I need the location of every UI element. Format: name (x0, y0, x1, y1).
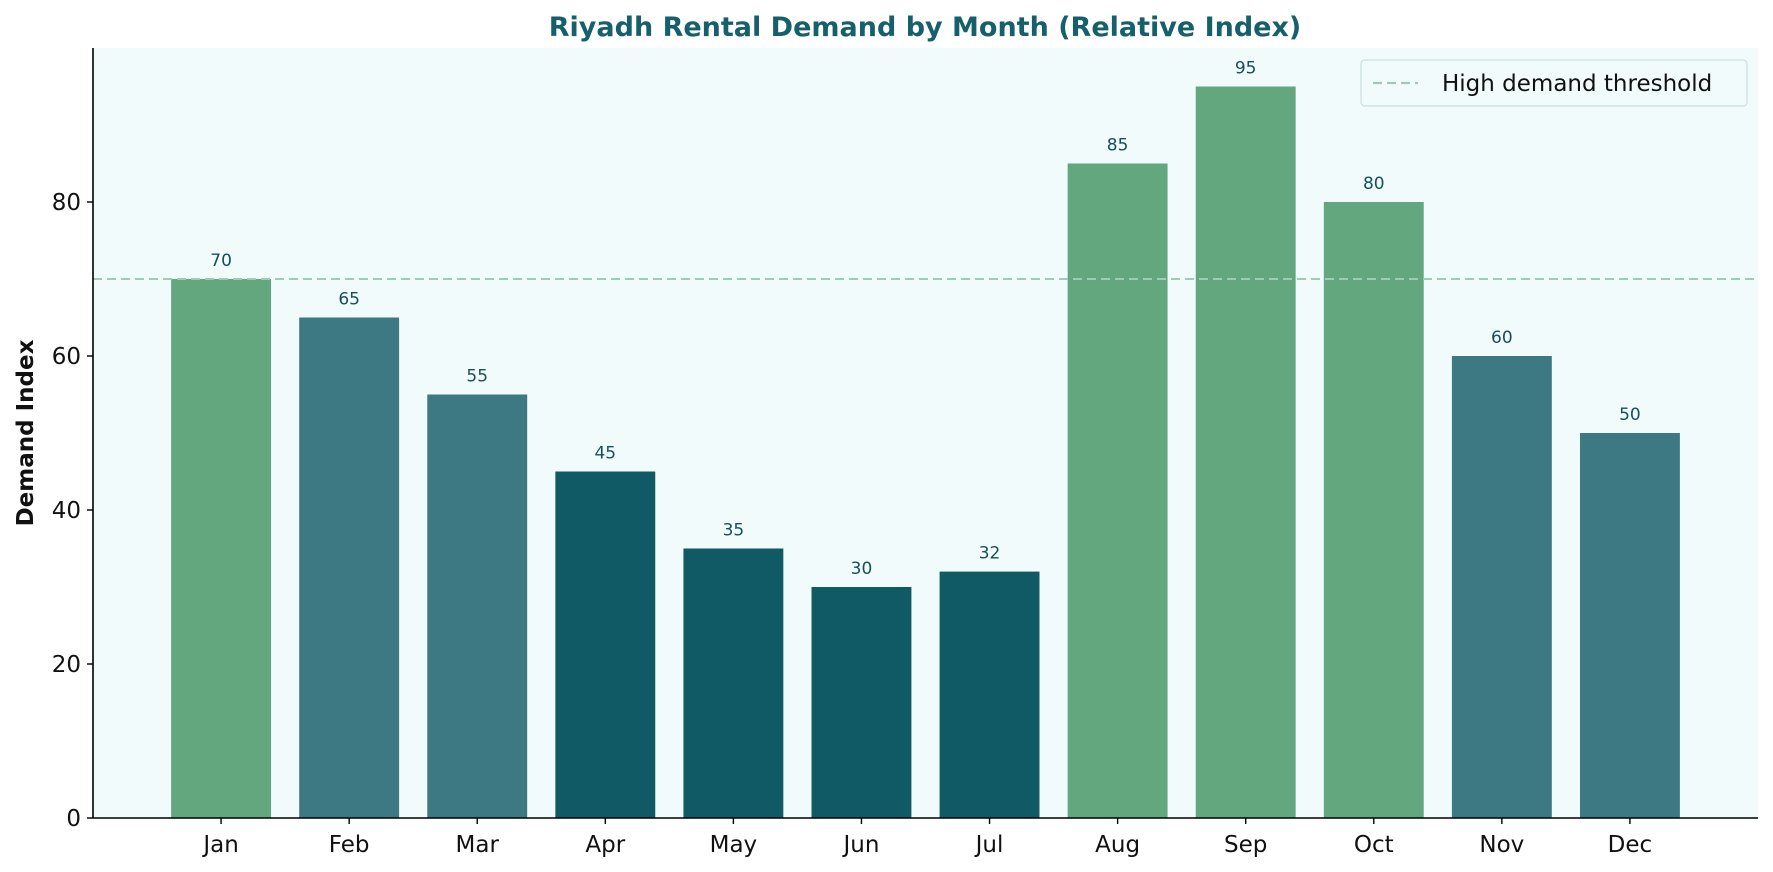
y-ticks-group: 0 20 40 60 80 (52, 190, 93, 832)
value-label-dec: 50 (1619, 405, 1641, 425)
x-tick-label-aug: Aug (1095, 832, 1140, 858)
legend-label: High demand threshold (1442, 71, 1712, 97)
bar-sep (1195, 86, 1296, 818)
x-tick-label-dec: Dec (1608, 832, 1653, 858)
value-label-may: 35 (723, 521, 745, 541)
value-label-mar: 55 (466, 367, 488, 387)
value-label-feb: 65 (338, 290, 360, 310)
bar-apr (555, 471, 656, 818)
y-tick-label-0: 0 (66, 806, 81, 832)
value-label-nov: 60 (1491, 328, 1513, 348)
bar-aug (1067, 163, 1168, 818)
value-label-apr: 45 (594, 444, 616, 464)
chart-title: Riyadh Rental Demand by Month (Relative … (549, 12, 1302, 43)
bars-group (171, 86, 1680, 818)
bar-mar (427, 394, 528, 818)
x-tick-label-mar: Mar (456, 832, 500, 858)
bar-oct (1323, 202, 1424, 818)
bar-jul (939, 571, 1040, 818)
bar-jun (811, 587, 912, 818)
y-tick-label-40: 40 (52, 498, 81, 524)
value-label-aug: 85 (1107, 136, 1129, 156)
bar-dec (1579, 433, 1680, 818)
bar-nov (1451, 356, 1552, 818)
value-label-oct: 80 (1363, 174, 1385, 194)
y-tick-label-80: 80 (52, 190, 81, 216)
bar-may (683, 548, 784, 818)
x-tick-label-feb: Feb (329, 832, 370, 858)
x-tick-label-jan: Jan (201, 832, 238, 858)
y-axis-label: Demand Index (13, 339, 39, 526)
legend-box (1360, 59, 1748, 107)
value-labels-group: 70 65 55 45 35 30 32 85 95 80 60 50 (210, 59, 1640, 580)
x-tick-label-jul: Jul (974, 832, 1004, 858)
x-tick-label-oct: Oct (1354, 832, 1394, 858)
x-tick-label-jun: Jun (841, 832, 879, 858)
value-label-sep: 95 (1235, 59, 1257, 79)
bar-feb (299, 317, 400, 818)
y-tick-label-20: 20 (52, 652, 81, 678)
y-tick-label-60: 60 (52, 344, 81, 370)
x-tick-label-may: May (710, 832, 758, 858)
x-tick-label-apr: Apr (585, 832, 625, 858)
x-ticks-group: Jan Feb Mar Apr May Jun Jul Aug Sep Oct Nov Dec (201, 818, 1652, 858)
x-tick-label-nov: Nov (1479, 832, 1524, 858)
value-label-jan: 70 (210, 251, 232, 271)
value-label-jun: 30 (851, 559, 873, 579)
bar-jan (171, 279, 272, 818)
value-label-jul: 32 (979, 544, 1001, 564)
legend: High demand threshold (1360, 59, 1748, 107)
x-tick-label-sep: Sep (1224, 832, 1267, 858)
